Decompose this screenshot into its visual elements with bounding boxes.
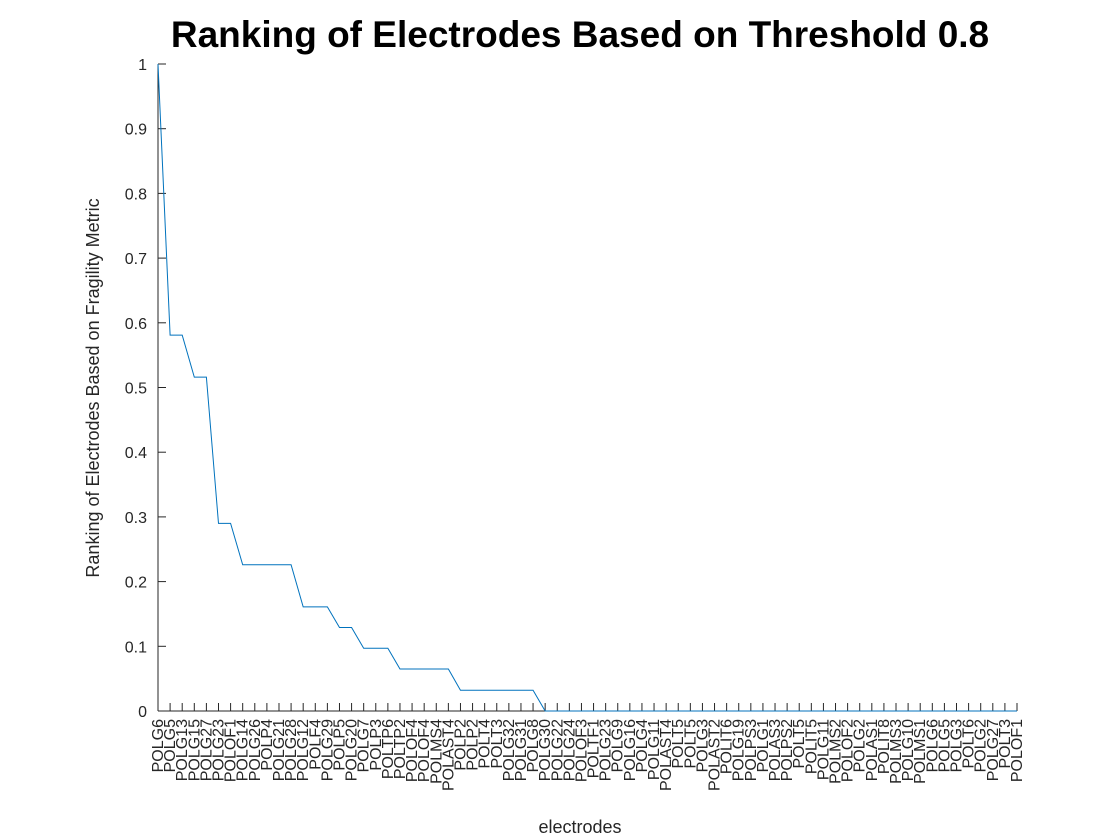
x-tick-label: POLG5 xyxy=(936,719,953,772)
x-tick-label: POLMS1 xyxy=(912,719,929,784)
x-tick-label: POLG26 xyxy=(247,719,264,781)
x-tick-label: POLP3 xyxy=(368,719,385,771)
series-line-0 xyxy=(157,63,1017,712)
x-tick-label: POLOF1 xyxy=(1009,719,1026,782)
x-tick-label: POLOF4 xyxy=(404,719,421,782)
x-tick-label: POLG24 xyxy=(561,719,578,781)
x-tick-label: POLP5 xyxy=(331,719,348,771)
y-tick-label: 0.4 xyxy=(125,445,147,462)
x-tick-label: POLP2 xyxy=(452,719,469,771)
x-tick-label: POLP2 xyxy=(465,719,482,771)
x-tick-label: POLG6 xyxy=(150,719,167,772)
x-tick-label: POLG15 xyxy=(186,719,203,781)
x-axis: POLG6POLG5POLG13POLG15POLG27POLG23POLOF1… xyxy=(150,703,1026,791)
y-axis: 0 0.1 0.2 0.3 0.4 0.5 0.6 0.7 0.8 0.9 1 xyxy=(125,57,166,721)
x-tick-label: POLG27 xyxy=(985,719,1002,781)
x-tick-label: POLOF4 xyxy=(416,719,433,782)
x-tick-label: POLTF1 xyxy=(586,719,603,778)
x-tick-label: POLG7 xyxy=(356,719,373,772)
x-tick-label: POLAS3 xyxy=(767,719,784,781)
y-tick-label: 0 xyxy=(138,704,147,721)
y-tick-label: 0.6 xyxy=(125,316,147,333)
x-tick-label: POLG11 xyxy=(646,719,663,780)
x-tick-label: POLG12 xyxy=(295,719,312,781)
x-tick-label: POLG23 xyxy=(598,719,615,781)
chart-title: Ranking of Electrodes Based on Threshold… xyxy=(171,14,989,55)
x-tick-label: POLG31 xyxy=(513,719,530,781)
x-tick-label: POLTP6 xyxy=(380,719,397,779)
x-tick-label: POLMS3 xyxy=(888,719,905,784)
x-tick-label: POLT4 xyxy=(477,719,494,769)
x-tick-label: POLT3 xyxy=(997,719,1014,769)
y-tick-label: 0.8 xyxy=(125,186,147,203)
x-tick-label: POLAST2 xyxy=(707,719,724,791)
x-tick-label: POLG4 xyxy=(634,719,651,772)
x-tick-label: POLMS2 xyxy=(828,719,845,784)
y-tick-label: 0.7 xyxy=(125,251,147,268)
x-tick-label: POLIT6 xyxy=(719,719,736,774)
y-tick-label: 0.2 xyxy=(125,575,147,592)
x-tick-label: POLG19 xyxy=(731,719,748,781)
x-tick-label: POLG9 xyxy=(610,719,627,772)
x-tick-label: POLG20 xyxy=(344,719,361,781)
x-tick-label: POLPS3 xyxy=(743,719,760,781)
x-tick-label: POLP4 xyxy=(259,719,276,771)
x-tick-label: POLG3 xyxy=(949,719,966,772)
x-tick-label: POLG10 xyxy=(900,719,917,781)
x-tick-label: POLOF1 xyxy=(223,719,240,782)
x-tick-label: POLT5 xyxy=(791,719,808,769)
x-tick-label: POLG32 xyxy=(501,719,518,781)
x-tick-label: POLG14 xyxy=(235,719,252,781)
x-tick-label: POLG22 xyxy=(549,719,566,781)
x-tick-label: POLG27 xyxy=(198,719,215,781)
x-tick-label: POLG1 xyxy=(755,719,772,772)
x-tick-label: POLG21 xyxy=(271,719,288,781)
x-tick-label: POLG23 xyxy=(210,719,227,781)
x-tick-label: POLOF2 xyxy=(840,719,857,782)
x-tick-label: POLOF3 xyxy=(573,719,590,782)
x-tick-label: POLTP2 xyxy=(392,719,409,779)
x-tick-label: POLMS4 xyxy=(428,719,445,784)
x-tick-label: POLG2 xyxy=(973,719,990,772)
x-tick-label: POLG13 xyxy=(174,719,191,781)
series-layer xyxy=(157,63,1017,712)
x-tick-label: POLG3 xyxy=(694,719,711,772)
x-tick-label: POLT3 xyxy=(489,719,506,769)
y-tick-label: 0.3 xyxy=(125,510,147,527)
y-tick-label: 1 xyxy=(138,57,147,74)
x-tick-label: POLG30 xyxy=(537,719,554,781)
x-tick-label: POLG29 xyxy=(319,719,336,781)
x-tick-label: POLG8 xyxy=(525,719,542,772)
y-tick-label: 0.1 xyxy=(125,639,147,656)
x-tick-label: POLT5 xyxy=(670,719,687,769)
x-tick-label: POLAST4 xyxy=(658,719,675,791)
x-tick-label: POLPS2 xyxy=(779,719,796,781)
x-tick-label: POLF4 xyxy=(307,719,324,770)
x-tick-label: POLG16 xyxy=(622,719,639,781)
y-tick-label: 0.5 xyxy=(125,381,147,398)
x-tick-label: POLG2 xyxy=(852,719,869,772)
x-tick-label: POLAS1 xyxy=(864,719,881,781)
x-tick-label: POLIT5 xyxy=(803,719,820,774)
x-tick-label: POLAST4 xyxy=(440,719,457,791)
x-tick-label: POLG28 xyxy=(283,719,300,781)
y-tick-label: 0.9 xyxy=(125,122,147,139)
x-tick-label: POLG5 xyxy=(162,719,179,772)
y-axis-label: Ranking of Electrodes Based on Fragility… xyxy=(83,198,103,577)
x-axis-label: electrodes xyxy=(538,817,621,837)
x-tick-label: POLT5 xyxy=(682,719,699,769)
x-tick-label: POLT6 xyxy=(961,719,978,769)
x-tick-label: POLIT8 xyxy=(876,719,893,774)
x-tick-label: POLG11 xyxy=(815,719,832,780)
x-tick-label: POLG6 xyxy=(924,719,941,772)
